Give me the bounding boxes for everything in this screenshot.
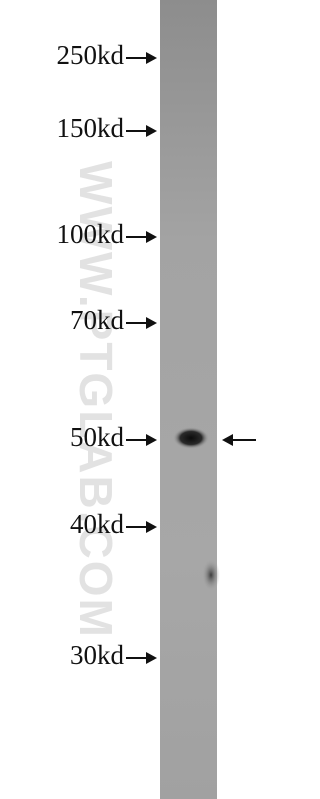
band-arrow xyxy=(222,434,256,446)
marker-arrow xyxy=(126,317,157,329)
marker-arrow xyxy=(126,52,157,64)
watermark: WWW.PTGLAB.COM xyxy=(70,161,122,639)
gel-lane xyxy=(160,0,217,799)
marker-arrow xyxy=(126,434,157,446)
marker-label: 150kd xyxy=(57,113,125,143)
blot-figure: WWW.PTGLAB.COM 250kd 150kd 100kd 70kd 50kd 40… xyxy=(57,0,256,799)
marker-arrow xyxy=(126,231,157,243)
marker-label: 70kd xyxy=(70,305,125,335)
marker-arrow xyxy=(126,521,157,533)
protein-band xyxy=(173,427,209,449)
marker-arrow xyxy=(126,125,157,137)
marker-arrow xyxy=(126,652,157,664)
marker-label: 100kd xyxy=(57,219,125,249)
marker-label: 40kd xyxy=(70,509,125,539)
marker-label: 50kd xyxy=(70,422,125,452)
marker-group: 250kd 150kd 100kd 70kd 50kd 40kd 30kd xyxy=(57,40,157,670)
marker-label: 250kd xyxy=(57,40,125,70)
marker-label: 30kd xyxy=(70,640,125,670)
gel-spot xyxy=(202,559,220,591)
